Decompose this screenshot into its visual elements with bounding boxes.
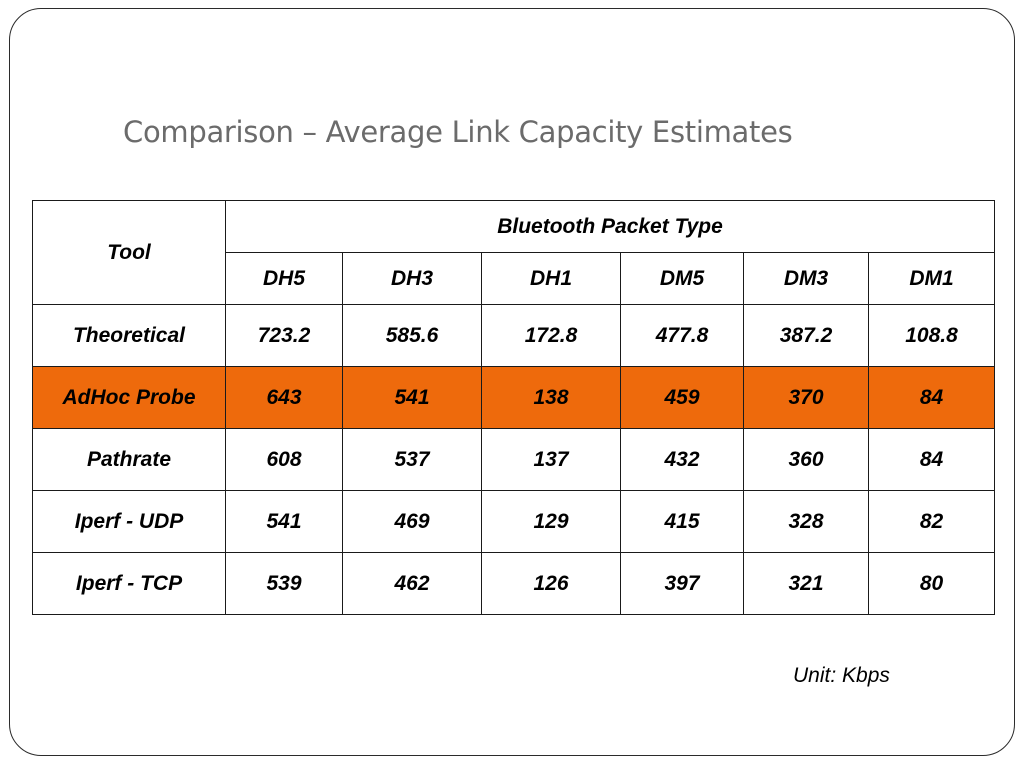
- tool-header-cell: Tool: [32, 200, 226, 305]
- value-cell: 138: [481, 366, 621, 429]
- value-cell: 84: [867, 428, 996, 491]
- value-cell: 723.2: [225, 304, 343, 367]
- value-cell: 643: [225, 366, 343, 429]
- table-row-adhoc-probe-highlighted: AdHoc Probe 643 541 138 459 370 84: [32, 366, 996, 429]
- value-cell: 541: [342, 366, 482, 429]
- value-cell: 469: [342, 490, 482, 553]
- column-header-dm1: DM1: [867, 252, 996, 305]
- header-row-group: Tool Bluetooth Packet Type: [32, 200, 996, 305]
- value-cell: 129: [481, 490, 621, 553]
- value-cell: 108.8: [867, 304, 996, 367]
- value-cell: 541: [225, 490, 343, 553]
- value-cell: 387.2: [743, 304, 869, 367]
- value-cell: 84: [867, 366, 996, 429]
- value-cell: 82: [867, 490, 996, 553]
- column-header-dh3: DH3: [342, 252, 482, 305]
- table-row-theoretical: Theoretical 723.2 585.6 172.8 477.8 387.…: [32, 304, 996, 367]
- slide-title: Comparison – Average Link Capacity Estim…: [123, 115, 793, 149]
- column-header-dh5: DH5: [225, 252, 343, 305]
- value-cell: 432: [620, 428, 744, 491]
- link-capacity-table: Tool Bluetooth Packet Type DH5 DH3 DH1 D…: [32, 200, 996, 615]
- row-label-cell: Theoretical: [32, 304, 226, 367]
- value-cell: 608: [225, 428, 343, 491]
- table-row-iperf-udp: Iperf - UDP 541 469 129 415 328 82: [32, 490, 996, 553]
- row-label-cell: Iperf - UDP: [32, 490, 226, 553]
- packet-type-header-cell: Bluetooth Packet Type: [224, 200, 996, 253]
- row-label-cell: Pathrate: [32, 428, 226, 491]
- value-cell: 477.8: [620, 304, 744, 367]
- value-cell: 321: [743, 552, 869, 615]
- column-header-dm5: DM5: [620, 252, 744, 305]
- header-row-packet-types: DH5 DH3 DH1 DM5 DM3 DM1: [33, 252, 996, 305]
- column-header-dm3: DM3: [743, 252, 869, 305]
- value-cell: 328: [743, 490, 869, 553]
- value-cell: 585.6: [342, 304, 482, 367]
- value-cell: 537: [342, 428, 482, 491]
- column-header-dh1: DH1: [481, 252, 621, 305]
- table-row-pathrate: Pathrate 608 537 137 432 360 84: [32, 428, 996, 491]
- value-cell: 137: [481, 428, 621, 491]
- unit-note: Unit: Kbps: [793, 664, 890, 687]
- value-cell: 126: [481, 552, 621, 615]
- value-cell: 415: [620, 490, 744, 553]
- value-cell: 459: [620, 366, 744, 429]
- value-cell: 462: [342, 552, 482, 615]
- value-cell: 539: [225, 552, 343, 615]
- value-cell: 360: [743, 428, 869, 491]
- value-cell: 370: [743, 366, 869, 429]
- row-label-cell: AdHoc Probe: [32, 366, 226, 429]
- value-cell: 397: [620, 552, 744, 615]
- table-row-iperf-tcp: Iperf - TCP 539 462 126 397 321 80: [32, 552, 996, 615]
- value-cell: 172.8: [481, 304, 621, 367]
- value-cell: 80: [867, 552, 996, 615]
- row-label-cell: Iperf - TCP: [32, 552, 226, 615]
